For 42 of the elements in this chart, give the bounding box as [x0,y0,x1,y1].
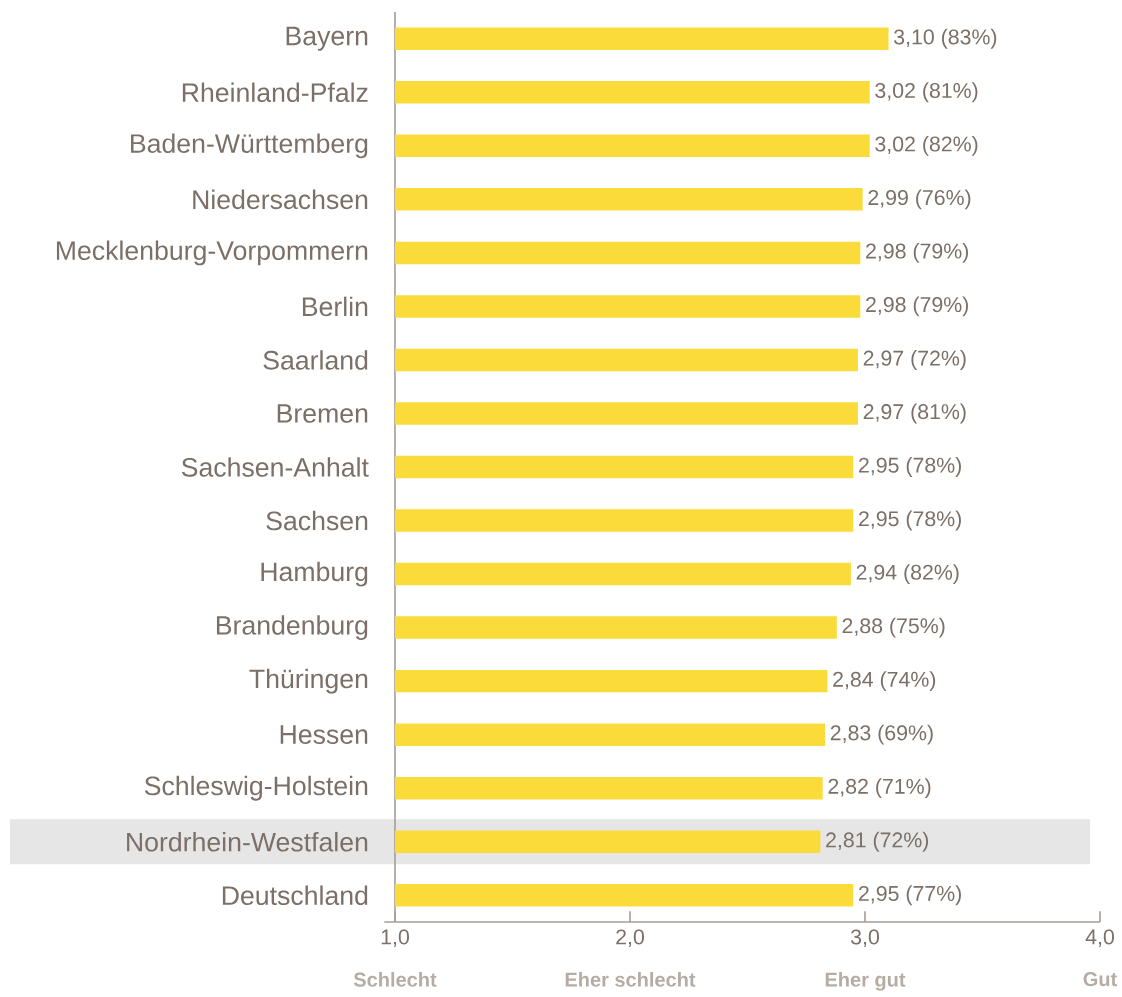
text: Gut [1083,972,1117,987]
y-tick-label: Niedersachsen [193,189,368,210]
y-tick-label: Rheinland-Pfalz [182,82,368,103]
x-tick-label: 4,0 [1085,929,1114,948]
data-label: 3,10 (83%) [894,28,997,49]
y-tick-label: Bayern [286,26,368,51]
data-label: 2,98 (79%) [866,242,968,263]
data-label: 2,94 (82%) [856,564,959,584]
data-label: 2,99 (76%) [868,189,971,210]
x-tick-label: 3,0 [850,929,879,948]
data-label: 3,02 (82%) [875,135,978,156]
y-tick-label: Berlin [302,296,368,317]
data-label: 2,82 (71%) [828,778,931,799]
y-tick-label: Sachsen-Anhalt [181,457,369,477]
data-label: 2,83 (69%) [830,724,933,745]
x-tick-label: 2,0 [616,929,644,948]
y-tick-label: Hessen [280,725,368,744]
data-label: 2,97 (72%) [863,350,966,370]
text: Schlecht [353,972,437,987]
y-tick-label: Sachsen [266,510,368,531]
data-label: 2,81 (72%) [826,831,929,852]
y-tick-label: Schleswig-Holstein [144,775,368,801]
y-tick-label: Baden-Württemberg [131,133,368,159]
data-label: 3,02 (81%) [875,82,978,103]
data-label: 2,97 (81%) [863,403,966,424]
data-label: 2,95 (78%) [859,457,961,477]
data-label: 2,95 (77%) [859,885,961,906]
x-tick-label: 1,0 [381,929,409,948]
data-label: 2,88 (75%) [842,617,945,638]
text: Eher gut [825,972,906,991]
data-label: 2,98 (79%) [866,296,968,317]
y-tick-label: Bremen [277,404,368,423]
text: Eher schlecht [565,972,696,987]
y-tick-label: Mecklenburg-Vorpommern [56,240,368,266]
data-label: 2,95 (78%) [859,510,961,531]
y-tick-label: Brandenburg [216,615,368,641]
data-label: 2,84 (74%) [833,671,936,692]
y-tick-label: Saarland [263,350,368,370]
y-tick-label: Nordrhein-Westfalen [127,831,368,852]
y-tick-label: Hamburg [261,561,368,587]
y-tick-label: Deutschland [222,885,368,906]
y-tick-label: Thüringen [249,668,368,694]
